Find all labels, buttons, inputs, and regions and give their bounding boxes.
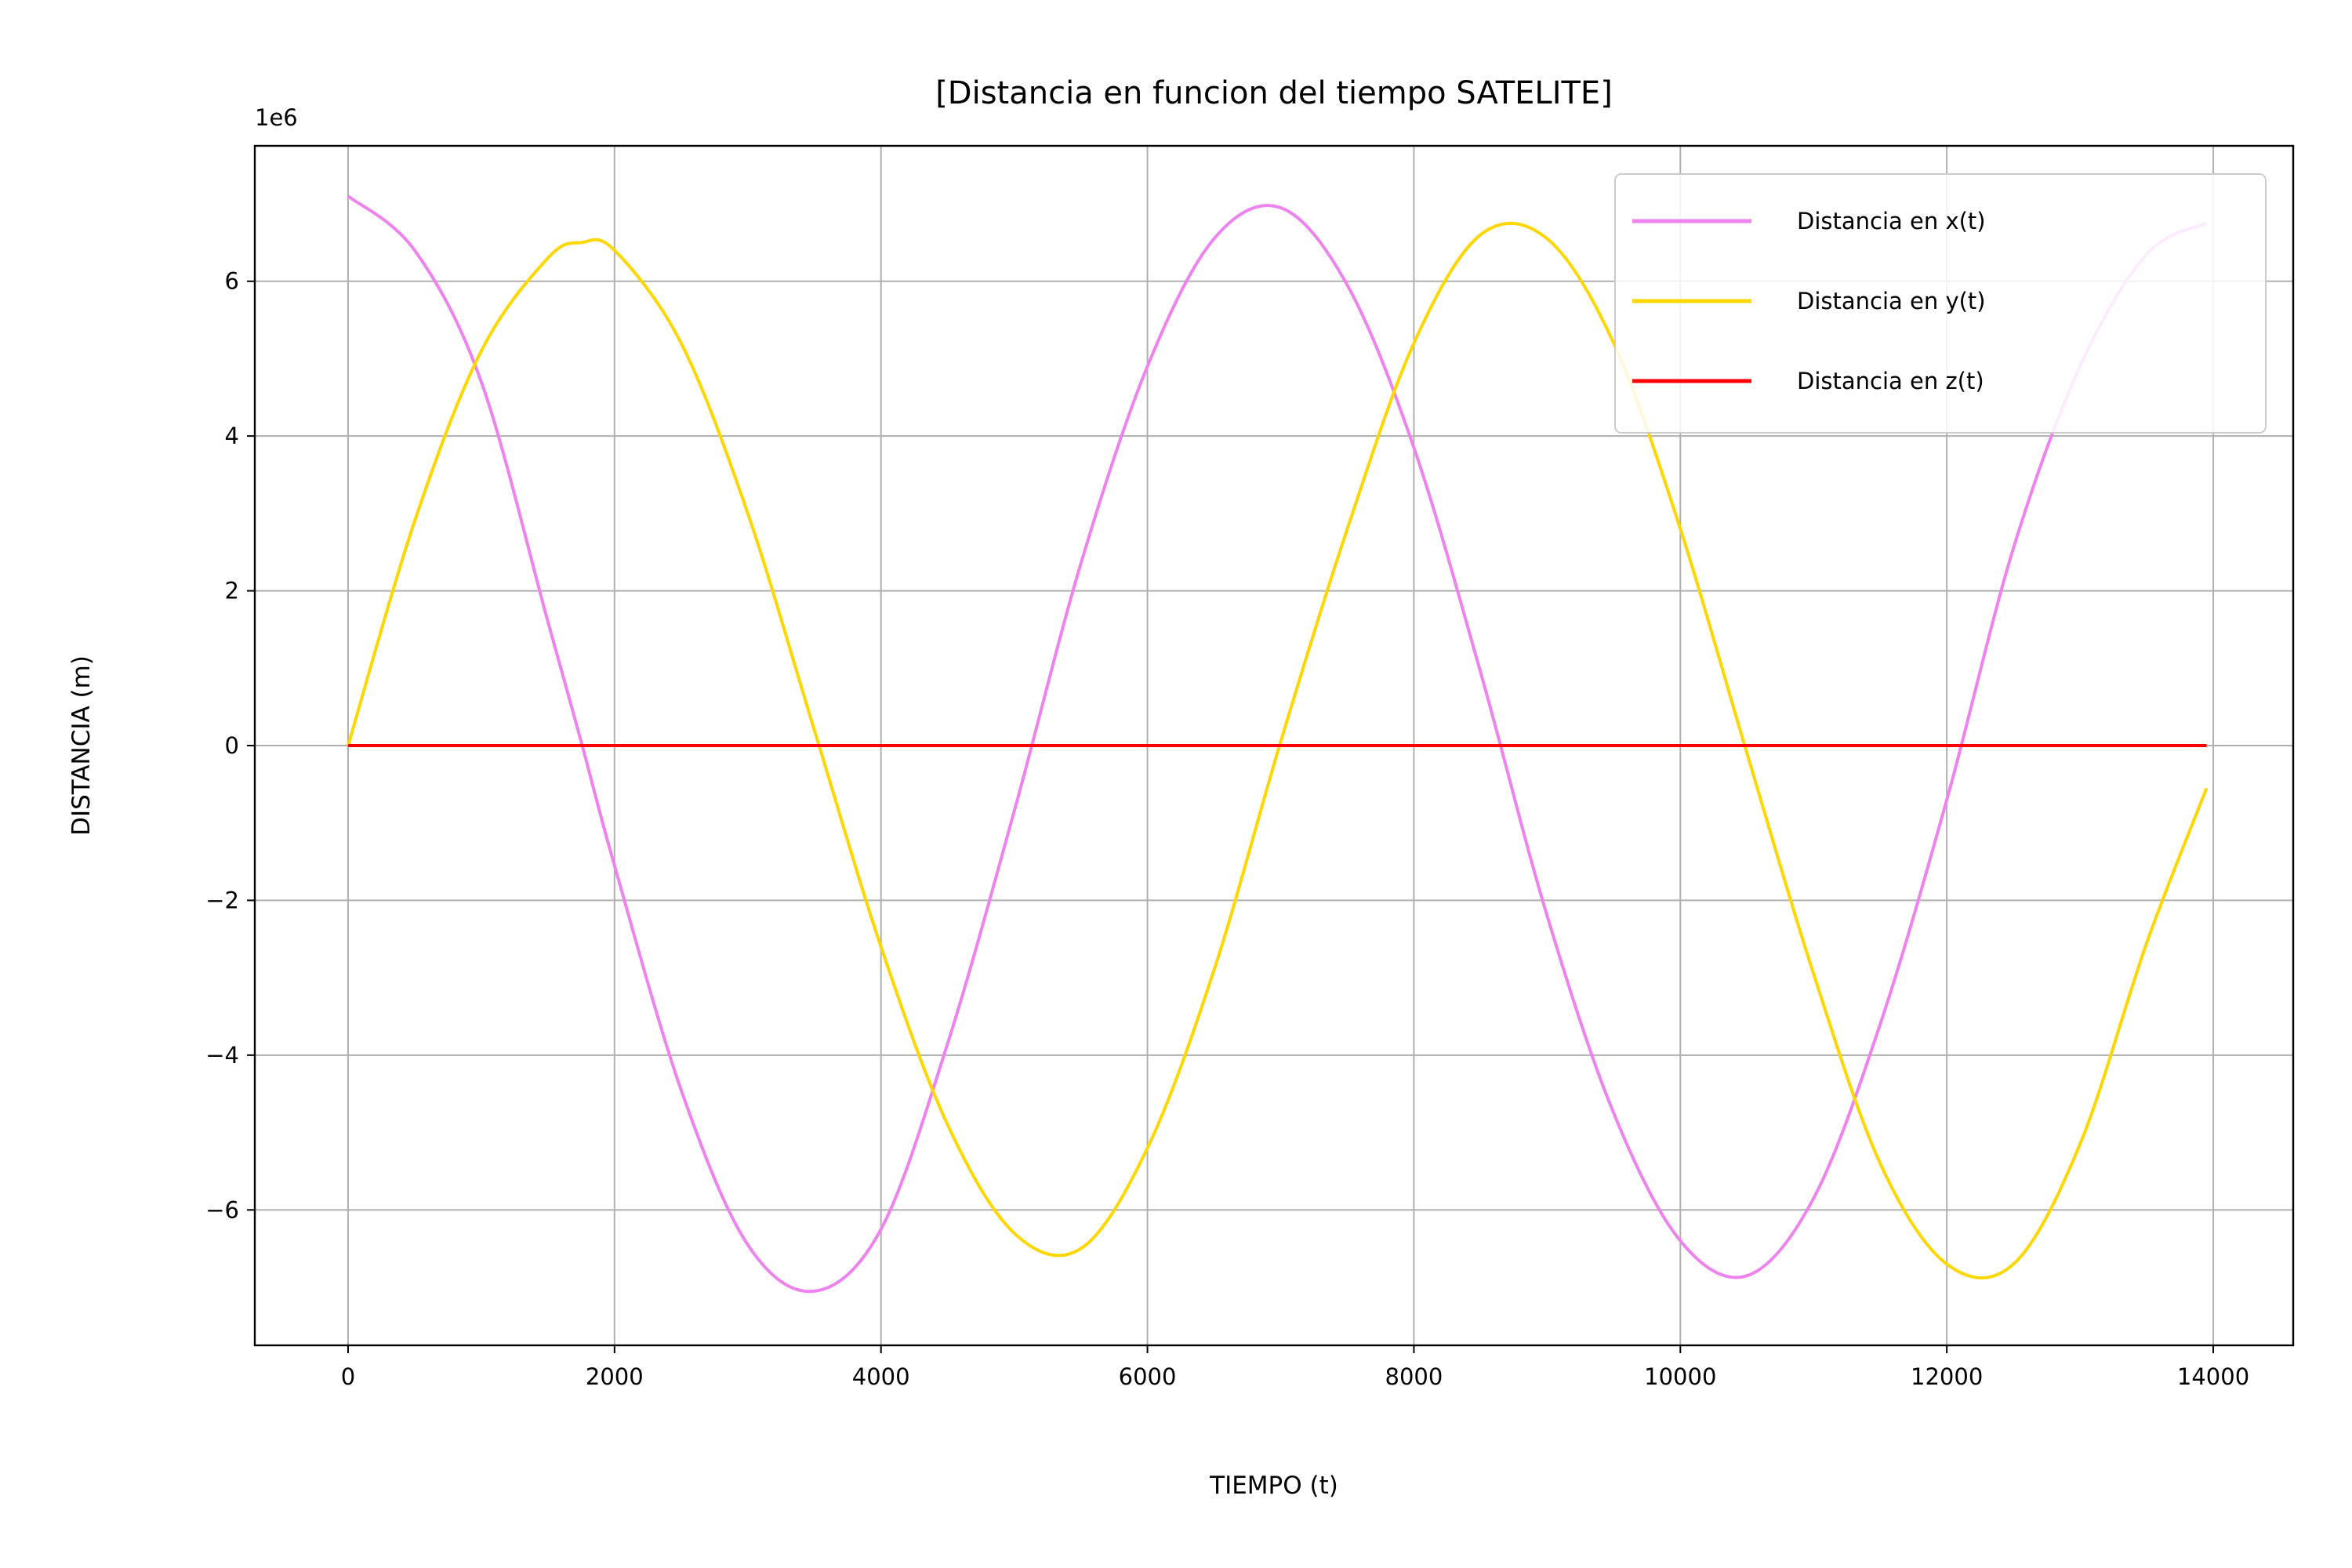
y-tick-label: 4 [225, 423, 239, 449]
x-axis-label: TIEMPO (t) [1209, 1472, 1338, 1500]
y-tick-label: −6 [205, 1196, 239, 1223]
legend-label: Distancia en x(t) [1797, 208, 1986, 234]
legend: Distancia en x(t) Distancia en y(t) Distan… [1614, 173, 2267, 434]
y-tick-label: −2 [205, 887, 239, 913]
legend-label: Distancia en z(t) [1797, 368, 1984, 394]
y-tick-label: 2 [225, 578, 239, 604]
legend-label: Distancia en y(t) [1797, 288, 1986, 314]
legend-box [1614, 173, 2267, 434]
x-tick-label: 12000 [1911, 1363, 1983, 1390]
series-layer [347, 194, 2209, 1294]
x-tick-label: 8000 [1385, 1363, 1443, 1390]
chart-title: [Distancia en funcion del tiempo SATELIT… [935, 75, 1613, 111]
series-line-2 [347, 221, 2209, 1279]
x-tick-label: 2000 [586, 1363, 644, 1390]
x-tick-label: 10000 [1644, 1363, 1716, 1390]
y-axis-offset-label: 1e6 [255, 104, 298, 131]
y-tick-label: −4 [205, 1042, 239, 1069]
x-tick-label: 4000 [852, 1363, 910, 1390]
y-tick-label: 0 [225, 732, 239, 759]
y-tick-label: 6 [225, 268, 239, 295]
y-axis-label: DISTANCIA (m) [67, 655, 96, 836]
axis-ticks: 0 2000 4000 6000 8000 10000 12000 14000 −6 −4 −2 0 2… [205, 268, 2249, 1390]
series-line-1 [347, 194, 2208, 1294]
x-tick-label: 6000 [1119, 1363, 1177, 1390]
x-tick-label: 14000 [2177, 1363, 2249, 1390]
x-tick-label: 0 [341, 1363, 355, 1390]
